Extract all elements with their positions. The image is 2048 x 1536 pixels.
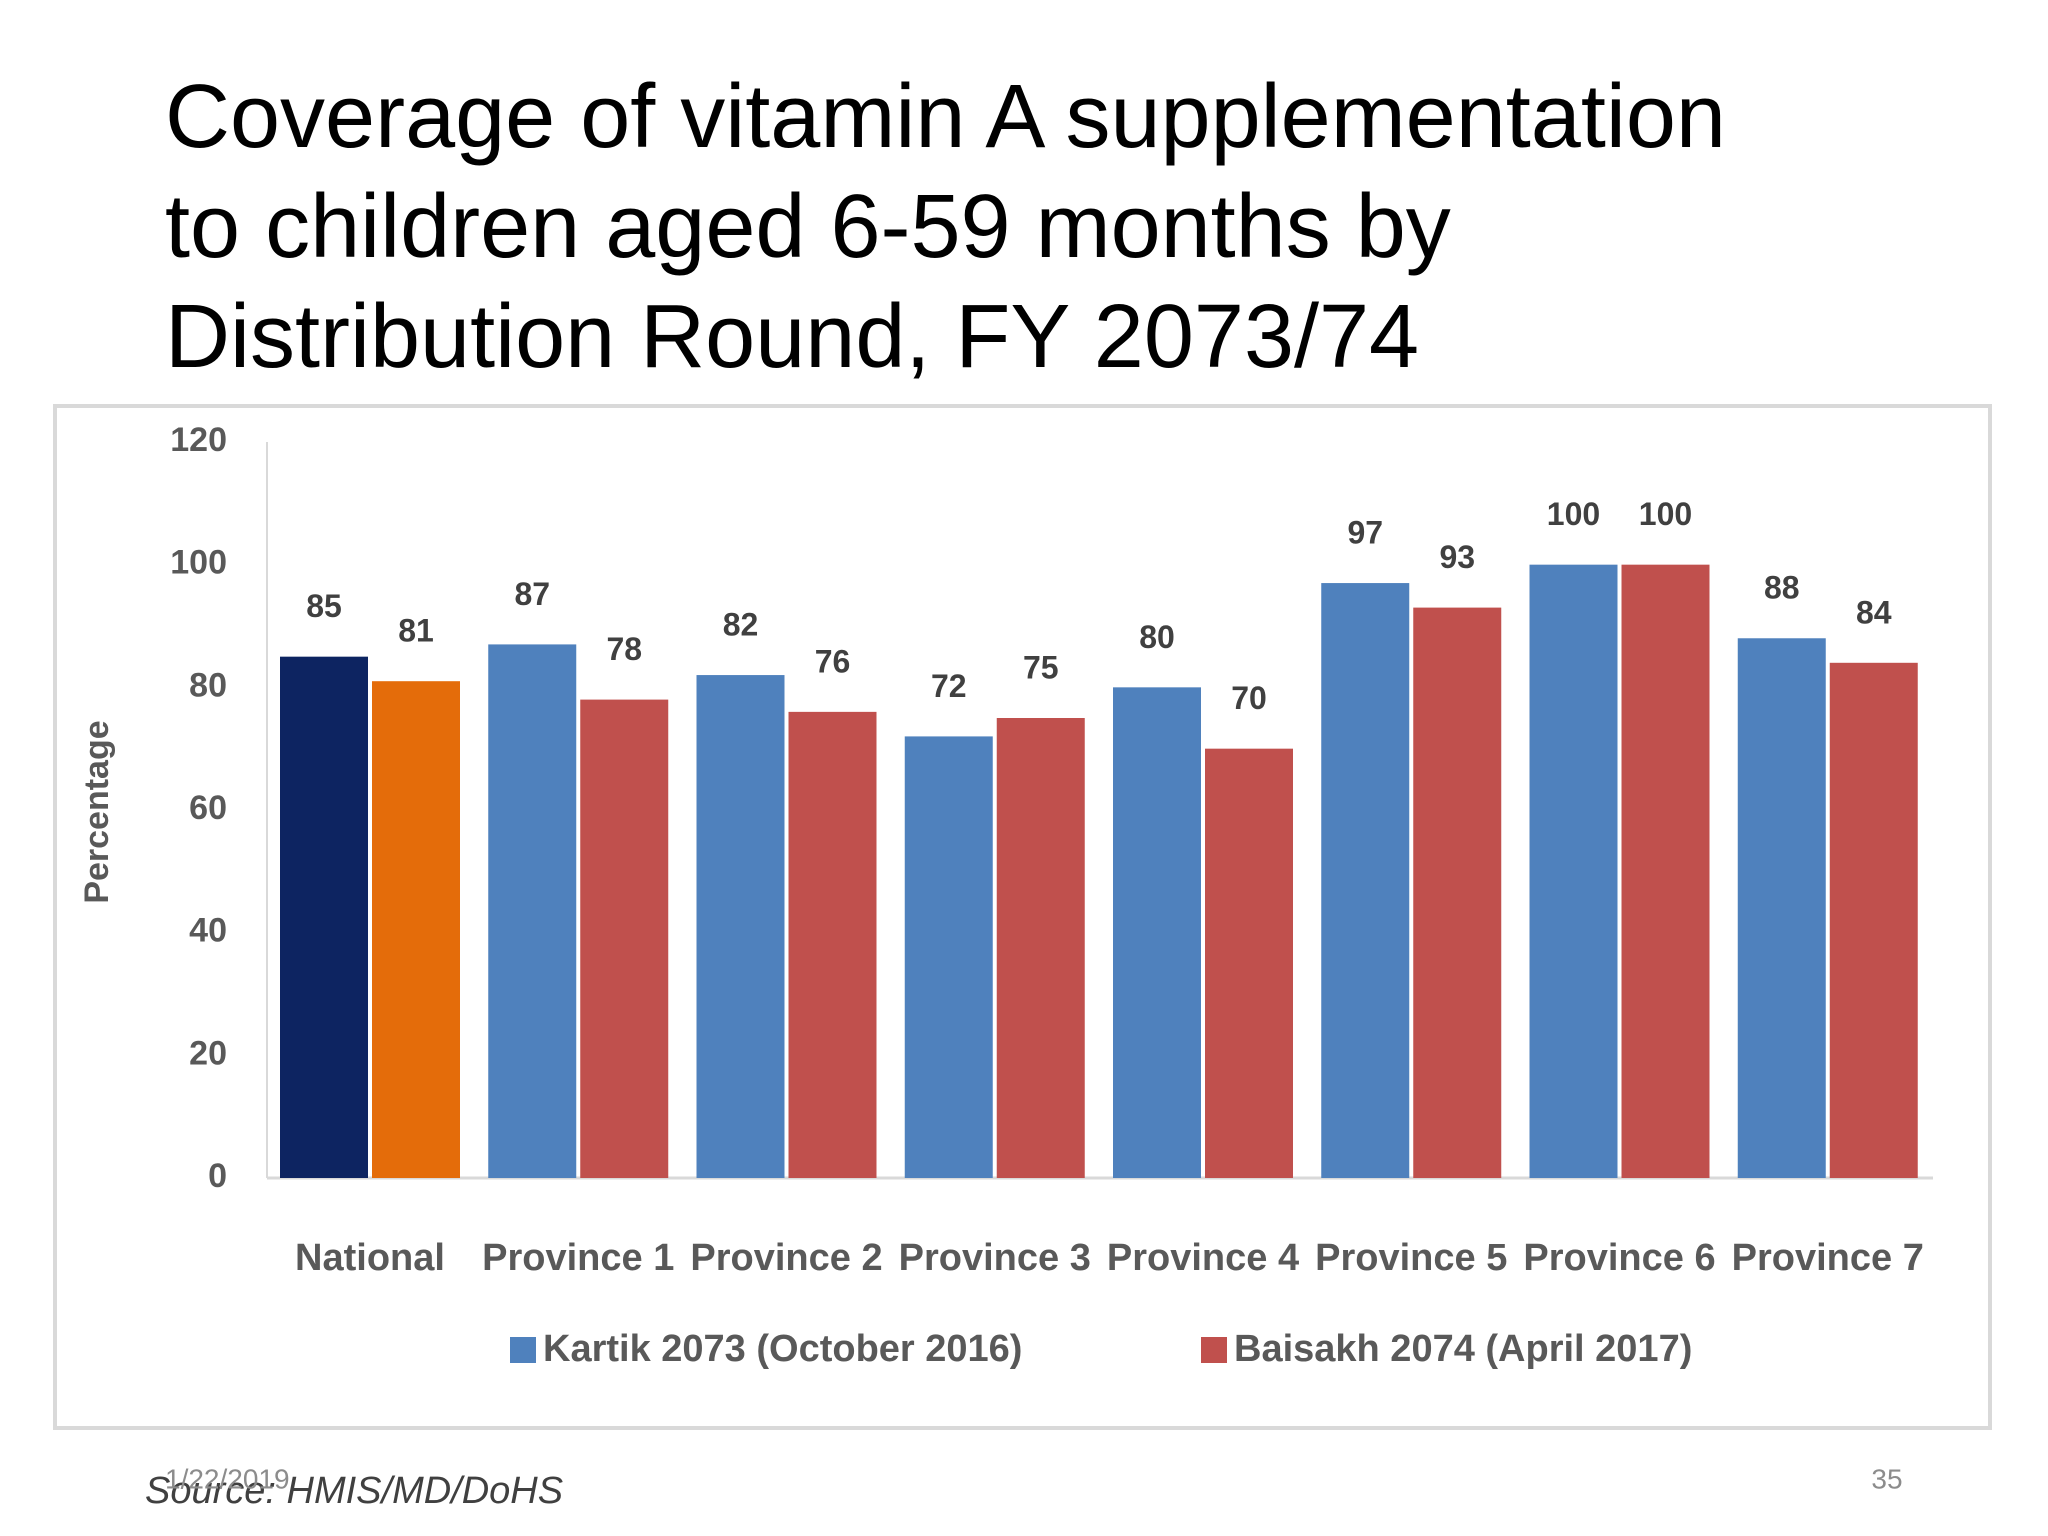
- data-label: 76: [815, 643, 851, 679]
- legend-label: Kartik 2073 (October 2016): [543, 1328, 1022, 1370]
- source: Source: HMIS/MD/DoHS: [145, 1470, 563, 1512]
- data-label: 87: [514, 576, 550, 612]
- data-label: 70: [1231, 680, 1267, 716]
- x-tick-label: Province 3: [899, 1237, 1091, 1279]
- legend-swatch: [510, 1337, 536, 1363]
- data-label: 100: [1639, 496, 1692, 532]
- data-label: 88: [1764, 570, 1800, 606]
- bar: [488, 644, 577, 1178]
- y-tick-label: 120: [170, 421, 227, 459]
- bar: [280, 656, 368, 1178]
- bar: [904, 736, 993, 1178]
- title-line: Coverage of vitamin A supplementation: [165, 67, 1726, 167]
- date: 1/22/2019: [165, 1463, 290, 1494]
- bar: [580, 699, 669, 1178]
- data-label: 93: [1439, 539, 1475, 575]
- data-label: 82: [723, 607, 759, 643]
- y-tick-label: 100: [170, 544, 227, 582]
- slide-title: Coverage of vitamin A supplementation to…: [165, 62, 1726, 392]
- bar: [788, 711, 877, 1178]
- title-line: to children aged 6-59 months by: [165, 177, 1451, 277]
- x-tick-label: Province 5: [1315, 1237, 1507, 1279]
- bar: [1621, 564, 1710, 1178]
- title-line: Distribution Round, FY 2073/74: [165, 287, 1420, 387]
- x-tick-label: National: [295, 1237, 445, 1279]
- y-tick-label: 20: [189, 1034, 227, 1072]
- bar: [1321, 583, 1410, 1178]
- y-axis-label: Percentage: [78, 720, 116, 903]
- bar: [1113, 687, 1201, 1178]
- page-number: 35: [1871, 1463, 1902, 1494]
- data-label: 72: [931, 668, 967, 704]
- data-label: 81: [398, 613, 434, 649]
- x-tick-label: Province 4: [1107, 1237, 1299, 1279]
- legend-swatch: [1201, 1337, 1227, 1363]
- bar: [1205, 748, 1293, 1178]
- y-tick-label: 60: [189, 789, 227, 827]
- legend-label: Baisakh 2074 (April 2017): [1234, 1328, 1692, 1370]
- data-label: 97: [1347, 515, 1383, 551]
- bar: [696, 675, 785, 1178]
- x-tick-label: Province 7: [1732, 1237, 1924, 1279]
- x-tick-label: Province 1: [482, 1237, 674, 1279]
- x-tick-label: Province 2: [690, 1237, 882, 1279]
- data-label: 80: [1139, 619, 1175, 655]
- data-label: 100: [1547, 496, 1600, 532]
- bar: [1529, 564, 1618, 1178]
- bar: [1829, 662, 1918, 1178]
- data-label: 85: [306, 588, 342, 624]
- bar: [1413, 607, 1502, 1178]
- bar: [372, 681, 460, 1178]
- y-tick-label: 80: [189, 666, 227, 704]
- data-label: 75: [1023, 649, 1059, 685]
- bar: [1737, 638, 1826, 1178]
- x-tick-label: Province 6: [1523, 1237, 1715, 1279]
- data-label: 84: [1856, 594, 1892, 630]
- bar: [996, 718, 1085, 1178]
- y-tick-label: 40: [189, 912, 227, 950]
- y-tick-label: 0: [208, 1157, 227, 1195]
- data-label: 78: [606, 631, 642, 667]
